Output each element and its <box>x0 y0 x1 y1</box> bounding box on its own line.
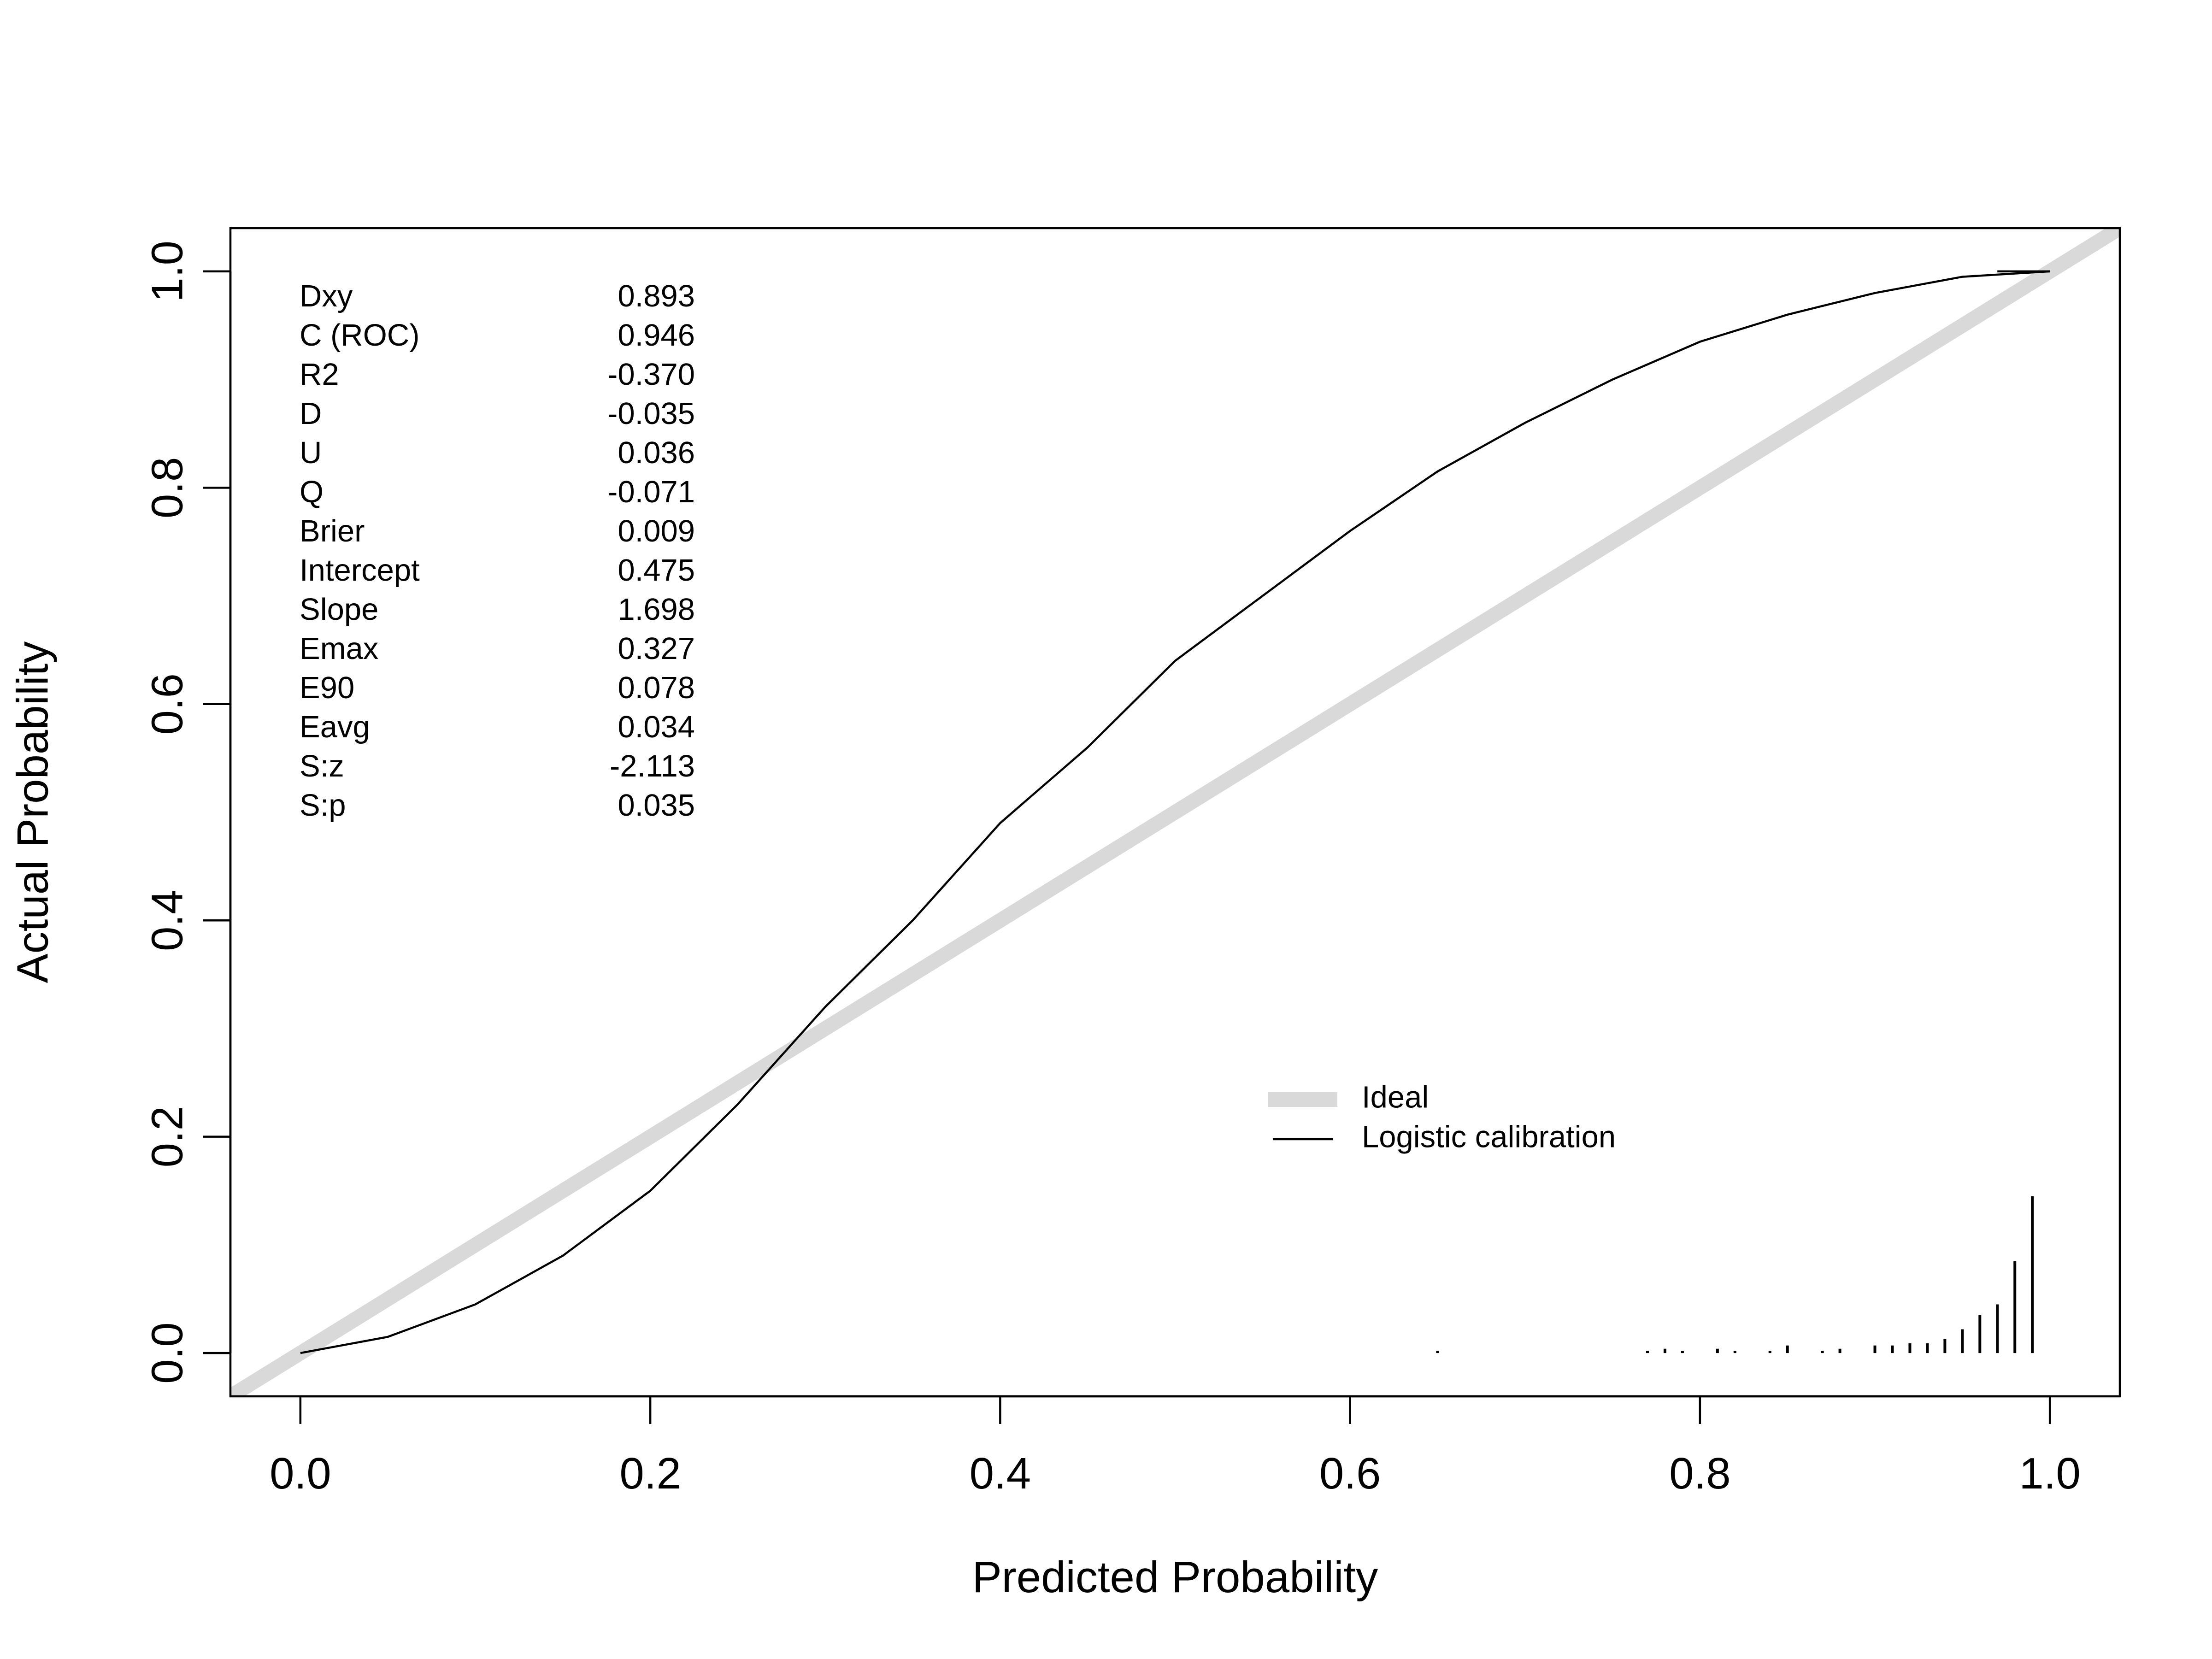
x-tick-label: 0.8 <box>1669 1449 1730 1498</box>
y-tick-label: 1.0 <box>142 241 192 302</box>
legend: Ideal Logistic calibration <box>1268 1080 1616 1154</box>
stat-value: 0.946 <box>618 318 695 353</box>
stat-value: 0.034 <box>618 710 695 744</box>
stat-label: Brier <box>300 514 365 548</box>
stat-label: C (ROC) <box>300 318 420 353</box>
stat-value: -0.071 <box>607 475 695 509</box>
plot-area <box>230 228 2120 1396</box>
y-axis-title: Actual Probability <box>8 641 57 983</box>
legend-logistic-label: Logistic calibration <box>1362 1120 1616 1154</box>
stat-value: 0.078 <box>618 671 695 705</box>
stat-label: Eavg <box>300 710 370 744</box>
y-tick-label: 0.4 <box>142 889 192 951</box>
stat-value: -0.035 <box>607 396 695 431</box>
stat-label: S:z <box>300 749 344 783</box>
stat-value: 0.036 <box>618 435 695 470</box>
stat-label: Q <box>300 475 324 509</box>
stats-block: Dxy 0.893 C (ROC) 0.946 R2 -0.370 D -0.035 U 0.03… <box>300 279 695 823</box>
stat-label: R2 <box>300 357 339 392</box>
stat-value: 0.327 <box>618 631 695 666</box>
y-tick-label: 0.8 <box>142 457 192 518</box>
x-tick-label: 0.2 <box>619 1449 681 1498</box>
stat-value: 1.698 <box>618 592 695 627</box>
stat-value: 0.009 <box>618 514 695 548</box>
stat-value: -2.113 <box>610 749 695 783</box>
stat-label: Dxy <box>300 279 353 313</box>
stat-label: D <box>300 396 322 431</box>
stat-label: Intercept <box>300 553 420 588</box>
stat-label: S:p <box>300 788 346 823</box>
stat-label: Slope <box>300 592 378 627</box>
x-tick-label: 0.4 <box>970 1449 1031 1498</box>
stat-label: Emax <box>300 631 378 666</box>
stat-value: -0.370 <box>607 357 695 392</box>
ideal-line <box>230 228 2120 1396</box>
legend-ideal-label: Ideal <box>1362 1080 1429 1115</box>
x-tick-label: 0.6 <box>1319 1449 1381 1498</box>
x-tick-label: 1.0 <box>2019 1449 2080 1498</box>
x-tick-label: 0.0 <box>270 1449 331 1498</box>
stat-value: 0.475 <box>618 553 695 588</box>
x-axis-title: Predicted Probability <box>972 1553 1378 1602</box>
stat-value: 0.035 <box>618 788 695 823</box>
y-tick-label: 0.0 <box>142 1322 192 1383</box>
stat-label: E90 <box>300 671 354 705</box>
y-tick-label: 0.6 <box>142 673 192 735</box>
y-tick-label: 0.2 <box>142 1106 192 1167</box>
stat-value: 0.893 <box>618 279 695 313</box>
stat-label: U <box>300 435 322 470</box>
logistic-calibration-curve <box>300 270 2050 1354</box>
